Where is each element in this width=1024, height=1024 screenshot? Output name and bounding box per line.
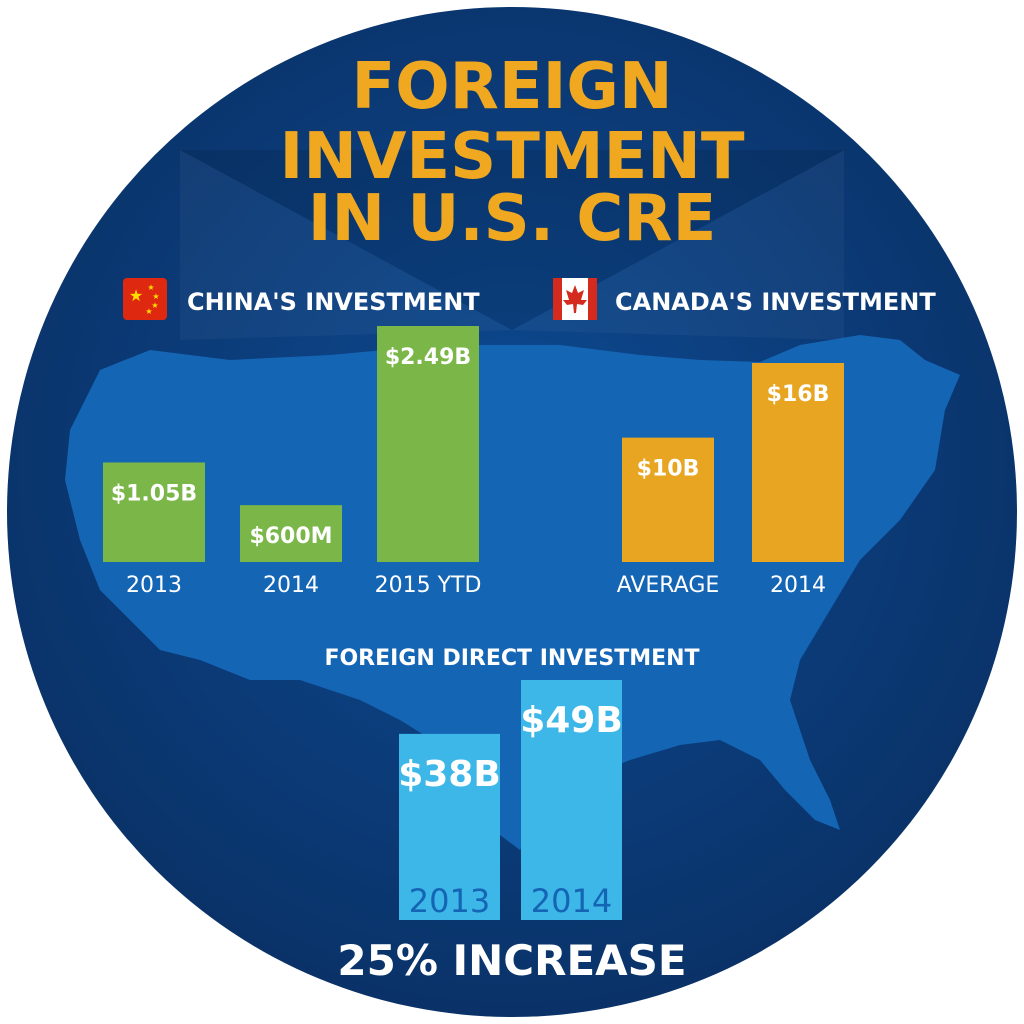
china-bar-2015-ytd	[377, 326, 479, 562]
canada-bar-chart: $10B AVERAGE $16B 2014	[617, 363, 844, 598]
china-flag-icon: ★ ★ ★ ★ ★	[123, 278, 167, 320]
china-value-label-2015-ytd: $2.49B	[385, 345, 471, 370]
canada-category-label-average: AVERAGE	[617, 573, 720, 598]
fdi-bar-2014	[521, 680, 622, 920]
fdi-value-label-2013: $38B	[398, 754, 501, 795]
china-bar-2014	[240, 505, 342, 562]
canada-bar-2014	[752, 363, 844, 562]
svg-text:★: ★	[145, 307, 152, 316]
svg-text:★: ★	[147, 283, 154, 292]
increase-annotation: 25% INCREASE	[337, 936, 686, 985]
light-ray	[180, 150, 844, 330]
china-bar-chart: $1.05B 2013 $600M 2014 $2.49B 2015 YTD	[103, 326, 481, 598]
fdi-category-label-2014: 2014	[531, 882, 612, 920]
fdi-bar-2013	[399, 733, 500, 920]
china-category-label-2013: 2013	[126, 573, 182, 598]
svg-text:★: ★	[129, 286, 143, 305]
canada-bar-average	[622, 437, 714, 562]
canada-value-label-average: $10B	[637, 457, 700, 482]
canada-category-label-2014: 2014	[770, 573, 826, 598]
title-line-2: INVESTMENT	[280, 120, 745, 194]
page-title: FOREIGN INVESTMENT IN U.S. CRE	[280, 50, 745, 256]
fdi-value-label-2014: $49B	[520, 700, 623, 741]
china-category-label-2014: 2014	[263, 573, 319, 598]
china-header: ★ ★ ★ ★ ★ CHINA'S INVESTMENT	[123, 278, 480, 320]
fdi-bar-chart: $38B 2013 $49B 2014	[398, 680, 623, 920]
canada-value-label-2014: $16B	[767, 382, 830, 407]
china-value-label-2014: $600M	[249, 524, 332, 549]
svg-text:★: ★	[151, 301, 158, 310]
canada-header: CANADA'S INVESTMENT	[553, 278, 936, 320]
svg-text:★: ★	[152, 292, 159, 301]
canada-flag-icon	[553, 278, 597, 320]
fdi-category-label-2013: 2013	[409, 882, 490, 920]
fdi-chart-title: FOREIGN DIRECT INVESTMENT	[324, 646, 699, 671]
title-line-3: IN U.S. CRE	[308, 182, 717, 256]
china-chart-title: CHINA'S INVESTMENT	[187, 288, 480, 316]
canada-chart-title: CANADA'S INVESTMENT	[615, 288, 936, 316]
us-map-silhouette	[65, 335, 960, 850]
china-bar-2013	[103, 462, 205, 562]
china-value-label-2013: $1.05B	[111, 481, 197, 506]
light-ray	[180, 150, 512, 340]
title-line-1: FOREIGN	[351, 50, 672, 124]
china-category-label-2015-ytd: 2015 YTD	[375, 573, 482, 598]
